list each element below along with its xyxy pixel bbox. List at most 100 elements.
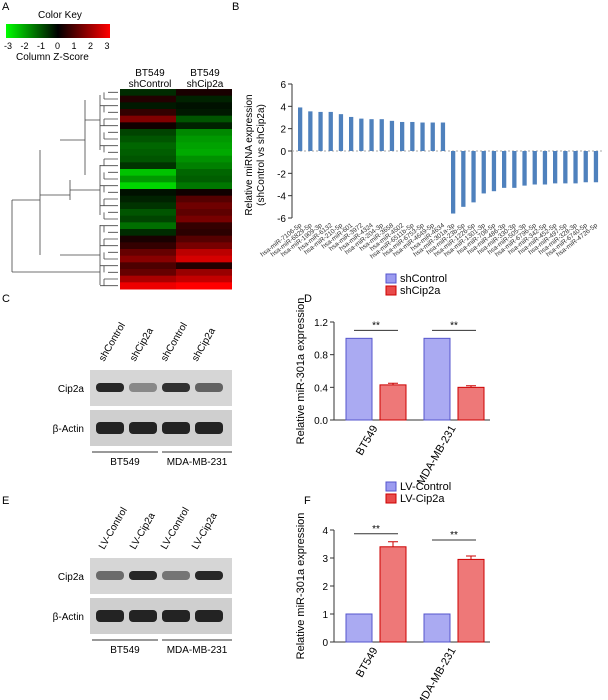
chart-b-ylabel: Relative miRNA expression (shControl vs …: [244, 94, 267, 215]
panel-label-b: B: [232, 1, 239, 13]
chart-b-bar: [410, 121, 415, 151]
blot-lane-label: LV-Control: [159, 506, 192, 552]
chart-d-ytick-label: 0.0: [314, 416, 328, 427]
chart-f-ytick-label: 3: [322, 554, 328, 565]
heatmap-cell: [120, 162, 176, 170]
blot-lane-label: shCip2a: [190, 326, 218, 364]
chart-d-bar: [379, 384, 407, 421]
chart-b-bar: [328, 111, 333, 151]
heatmap-cell: [120, 189, 176, 197]
chart-b-bar: [502, 151, 507, 188]
heatmap-cell: [120, 209, 176, 217]
chart-d-bar: [457, 386, 485, 421]
chart-b: -6-4-20246hsa-miR-7106-5phsa-miR-6829-5p…: [259, 80, 604, 260]
svg-text:BT549: BT549: [190, 68, 220, 79]
heatmap-cell: [176, 95, 232, 103]
color-key-xlabel: Column Z-Score: [16, 52, 89, 63]
blot-lane-label: shCip2a: [128, 326, 156, 364]
svg-text:shControl: shControl: [129, 79, 172, 90]
heatmap-cell: [176, 235, 232, 243]
heatmap-cell: [176, 202, 232, 210]
heatmap-cell: [120, 202, 176, 210]
color-key-tick: -2: [20, 41, 28, 51]
heatmap-cell: [176, 255, 232, 263]
color-key: Color Key -3 -2 -1 0 1 2 3 Column Z-Score: [4, 10, 110, 63]
chart-f-ylabel: Relative miR-301a expression: [295, 513, 307, 660]
heatmap-cell: [176, 182, 232, 190]
color-key-tick: -3: [4, 41, 12, 51]
heatmap-cell: [176, 269, 232, 277]
heatmap-cell: [176, 162, 232, 170]
blot-band-actin: [96, 422, 124, 434]
chart-b-bar: [298, 107, 303, 151]
chart-f-bar: [423, 613, 451, 643]
chart-b-bar: [369, 119, 374, 151]
blot-band-cip2a: [129, 383, 157, 392]
chart-d-bar: [423, 337, 451, 421]
heatmap-cell: [120, 115, 176, 123]
color-key-tick: -1: [37, 41, 45, 51]
chart-b-bar: [400, 121, 405, 151]
blot-band-actin: [162, 610, 190, 622]
blot-row-label: Cip2a: [58, 384, 85, 395]
chart-d-legend-swatch: [385, 273, 397, 284]
heatmap-cell: [176, 169, 232, 177]
color-key-tick: 3: [104, 41, 109, 51]
heatmap-cell: [120, 129, 176, 137]
heatmap-cell: [176, 129, 232, 137]
chart-b-bar: [440, 122, 446, 151]
color-key-tick: 1: [71, 41, 76, 51]
chart-d-significance-label: **: [372, 320, 380, 331]
chart-b-bar: [532, 151, 537, 185]
blot-row-label: β-Actin: [53, 424, 84, 435]
heatmap-cell: [120, 89, 176, 97]
chart-b-bar: [451, 151, 456, 214]
panel-label-e: E: [2, 495, 9, 507]
chart-f-bar: [457, 558, 485, 643]
panel-label-d: D: [304, 293, 312, 305]
blot-lane-label: LV-Cip2a: [128, 511, 158, 552]
chart-b-ytick-label: -6: [277, 214, 286, 225]
chart-b-bar: [359, 118, 364, 151]
blot-row-label: Cip2a: [58, 572, 85, 583]
blot-lane-label: LV-Cip2a: [190, 511, 220, 552]
chart-f-bar: [379, 546, 407, 643]
row-dendrogram: [11, 91, 118, 287]
chart-f-ytick-label: 0: [322, 638, 328, 649]
svg-text:shCip2a: shCip2a: [187, 79, 224, 90]
heatmap-cell: [176, 195, 232, 203]
chart-f-error-bar: [388, 541, 398, 547]
panel-label-f: F: [304, 495, 311, 507]
chart-d-xtick-label: MDA-MB-231: [415, 424, 459, 488]
heatmap-cell: [120, 235, 176, 243]
heatmap-cell: [120, 155, 176, 163]
blot-band-actin: [129, 422, 157, 434]
heatmap-cell: [176, 149, 232, 157]
chart-f-ytick-label: 1: [322, 610, 328, 621]
blot-lane-label: LV-Control: [97, 506, 130, 552]
chart-b-ytick-label: 2: [280, 125, 286, 136]
heatmap-cell: [120, 282, 176, 290]
heatmap-cell: [120, 182, 176, 190]
blot-band-cip2a: [195, 383, 223, 392]
blot-band-actin: [195, 422, 223, 434]
chart-b-bar: [308, 111, 313, 151]
heatmap-cell: [176, 189, 232, 197]
blot-band-cip2a: [195, 571, 223, 580]
heatmap-cell: [176, 275, 232, 283]
chart-f-xtick-label: BT549: [354, 646, 381, 680]
chart-d-significance-label: **: [450, 320, 458, 331]
chart-d-error-bar: [388, 382, 398, 385]
chart-b-bar: [338, 114, 344, 151]
chart-d-legend-label: shCip2a: [400, 285, 441, 297]
chart-f-ytick-label: 4: [322, 526, 328, 537]
chart-f-legend-swatch: [385, 493, 397, 504]
chart-b-bar: [563, 151, 568, 184]
blot-band-cip2a: [96, 571, 124, 580]
chart-b-bar: [593, 151, 599, 183]
heatmap-cell: [120, 275, 176, 283]
